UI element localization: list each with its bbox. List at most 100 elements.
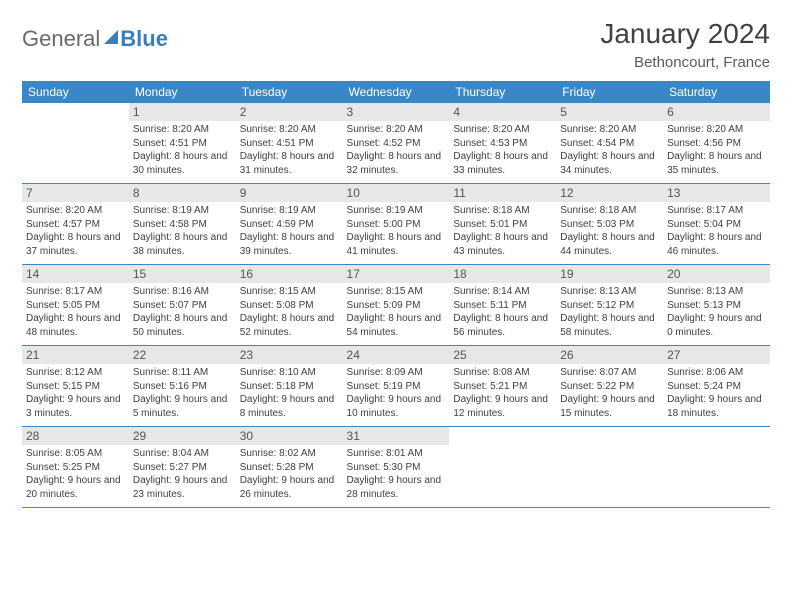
sunrise-text: Sunrise: 8:18 AM: [453, 204, 552, 218]
day-number: 31: [343, 427, 450, 445]
day-cell: 28 Sunrise: 8:05 AMSunset: 5:25 PMDayligh…: [22, 427, 129, 508]
daylight-text: Daylight: 9 hours and 20 minutes.: [26, 474, 125, 501]
triangle-icon: [104, 30, 118, 44]
daylight-text: Daylight: 9 hours and 12 minutes.: [453, 393, 552, 420]
sunset-text: Sunset: 4:56 PM: [667, 137, 766, 151]
day-details: Sunrise: 8:20 AMSunset: 4:52 PMDaylight:…: [347, 123, 446, 177]
month-title: January 2024: [600, 18, 770, 50]
logo-text-part1: General: [22, 26, 100, 52]
day-number: 28: [22, 427, 129, 445]
day-header: Wednesday: [343, 81, 450, 103]
day-details: Sunrise: 8:19 AMSunset: 4:59 PMDaylight:…: [240, 204, 339, 258]
daylight-text: Daylight: 8 hours and 56 minutes.: [453, 312, 552, 339]
sunset-text: Sunset: 5:30 PM: [347, 461, 446, 475]
sunrise-text: Sunrise: 8:10 AM: [240, 366, 339, 380]
daylight-text: Daylight: 8 hours and 31 minutes.: [240, 150, 339, 177]
sunrise-text: Sunrise: 8:05 AM: [26, 447, 125, 461]
day-number: 22: [129, 346, 236, 364]
sunrise-text: Sunrise: 8:04 AM: [133, 447, 232, 461]
day-cell: 18Sunrise: 8:14 AMSunset: 5:11 PMDayligh…: [449, 265, 556, 346]
sunrise-text: Sunrise: 8:20 AM: [453, 123, 552, 137]
day-details: Sunrise: 8:20 AMSunset: 4:56 PMDaylight:…: [667, 123, 766, 177]
day-details: Sunrise: 8:12 AMSunset: 5:15 PMDaylight:…: [26, 366, 125, 420]
sunset-text: Sunset: 5:24 PM: [667, 380, 766, 394]
sunset-text: Sunset: 5:28 PM: [240, 461, 339, 475]
day-details: Sunrise: 8:05 AMSunset: 5:25 PMDaylight:…: [26, 447, 125, 501]
day-cell: 27Sunrise: 8:06 AMSunset: 5:24 PMDayligh…: [663, 346, 770, 427]
sunrise-text: Sunrise: 8:19 AM: [347, 204, 446, 218]
day-details: Sunrise: 8:13 AMSunset: 5:12 PMDaylight:…: [560, 285, 659, 339]
day-cell: 5Sunrise: 8:20 AMSunset: 4:54 PMDaylight…: [556, 103, 663, 184]
day-number: 17: [343, 265, 450, 283]
sunset-text: Sunset: 5:22 PM: [560, 380, 659, 394]
title-block: January 2024 Bethoncourt, France: [600, 18, 770, 71]
day-cell: 3Sunrise: 8:20 AMSunset: 4:52 PMDaylight…: [343, 103, 450, 184]
day-details: Sunrise: 8:11 AMSunset: 5:16 PMDaylight:…: [133, 366, 232, 420]
sunset-text: Sunset: 4:57 PM: [26, 218, 125, 232]
daylight-text: Daylight: 9 hours and 8 minutes.: [240, 393, 339, 420]
day-number: 2: [236, 103, 343, 121]
sunset-text: Sunset: 5:07 PM: [133, 299, 232, 313]
calendar-body: 1 Sunrise: 8:20 AMSunset: 4:51 PMDaylight…: [22, 103, 770, 508]
day-details: Sunrise: 8:16 AMSunset: 5:07 PMDaylight:…: [133, 285, 232, 339]
sunrise-text: Sunrise: 8:14 AM: [453, 285, 552, 299]
day-number: 26: [556, 346, 663, 364]
logo: General Blue: [22, 18, 168, 52]
daylight-text: Daylight: 8 hours and 44 minutes.: [560, 231, 659, 258]
sunset-text: Sunset: 5:27 PM: [133, 461, 232, 475]
day-details: Sunrise: 8:13 AMSunset: 5:13 PMDaylight:…: [667, 285, 766, 339]
sunrise-text: Sunrise: 8:20 AM: [560, 123, 659, 137]
day-cell: 9Sunrise: 8:19 AMSunset: 4:59 PMDaylight…: [236, 184, 343, 265]
sunrise-text: Sunrise: 8:13 AM: [560, 285, 659, 299]
day-details: Sunrise: 8:17 AMSunset: 5:04 PMDaylight:…: [667, 204, 766, 258]
sunrise-text: Sunrise: 8:13 AM: [667, 285, 766, 299]
sunset-text: Sunset: 5:08 PM: [240, 299, 339, 313]
day-cell: 23Sunrise: 8:10 AMSunset: 5:18 PMDayligh…: [236, 346, 343, 427]
day-number: 1: [129, 103, 236, 121]
sunrise-text: Sunrise: 8:20 AM: [667, 123, 766, 137]
day-details: Sunrise: 8:20 AMSunset: 4:57 PMDaylight:…: [26, 204, 125, 258]
day-details: Sunrise: 8:17 AMSunset: 5:05 PMDaylight:…: [26, 285, 125, 339]
daylight-text: Daylight: 8 hours and 35 minutes.: [667, 150, 766, 177]
sunset-text: Sunset: 5:01 PM: [453, 218, 552, 232]
week-row: 1 Sunrise: 8:20 AMSunset: 4:51 PMDaylight…: [22, 103, 770, 184]
day-details: Sunrise: 8:07 AMSunset: 5:22 PMDaylight:…: [560, 366, 659, 420]
sunrise-text: Sunrise: 8:06 AM: [667, 366, 766, 380]
sunrise-text: Sunrise: 8:18 AM: [560, 204, 659, 218]
sunset-text: Sunset: 4:53 PM: [453, 137, 552, 151]
day-details: Sunrise: 8:15 AMSunset: 5:08 PMDaylight:…: [240, 285, 339, 339]
day-number: [22, 103, 129, 121]
daylight-text: Daylight: 8 hours and 43 minutes.: [453, 231, 552, 258]
day-details: Sunrise: 8:18 AMSunset: 5:03 PMDaylight:…: [560, 204, 659, 258]
daylight-text: Daylight: 8 hours and 37 minutes.: [26, 231, 125, 258]
day-cell: 29 Sunrise: 8:04 AMSunset: 5:27 PMDayligh…: [129, 427, 236, 508]
calendar-page: General Blue January 2024 Bethoncourt, F…: [0, 0, 792, 526]
day-number: 4: [449, 103, 556, 121]
day-details: Sunrise: 8:20 AMSunset: 4:53 PMDaylight:…: [453, 123, 552, 177]
sunrise-text: Sunrise: 8:20 AM: [26, 204, 125, 218]
day-cell: 4 Sunrise: 8:20 AMSunset: 4:53 PMDaylight…: [449, 103, 556, 184]
day-details: Sunrise: 8:08 AMSunset: 5:21 PMDaylight:…: [453, 366, 552, 420]
daylight-text: Daylight: 9 hours and 23 minutes.: [133, 474, 232, 501]
day-cell: 6Sunrise: 8:20 AMSunset: 4:56 PMDaylight…: [663, 103, 770, 184]
sunrise-text: Sunrise: 8:20 AM: [347, 123, 446, 137]
day-cell: 31Sunrise: 8:01 AMSunset: 5:30 PMDayligh…: [343, 427, 450, 508]
day-cell: 17Sunrise: 8:15 AMSunset: 5:09 PMDayligh…: [343, 265, 450, 346]
daylight-text: Daylight: 9 hours and 26 minutes.: [240, 474, 339, 501]
day-cell: 1 Sunrise: 8:20 AMSunset: 4:51 PMDaylight…: [129, 103, 236, 184]
day-number: 29: [129, 427, 236, 445]
day-cell: 10Sunrise: 8:19 AMSunset: 5:00 PMDayligh…: [343, 184, 450, 265]
day-header: Monday: [129, 81, 236, 103]
day-cell: [22, 103, 129, 184]
sunset-text: Sunset: 5:03 PM: [560, 218, 659, 232]
daylight-text: Daylight: 8 hours and 52 minutes.: [240, 312, 339, 339]
sunrise-text: Sunrise: 8:08 AM: [453, 366, 552, 380]
sunrise-text: Sunrise: 8:17 AM: [667, 204, 766, 218]
day-details: Sunrise: 8:20 AMSunset: 4:51 PMDaylight:…: [133, 123, 232, 177]
sunrise-text: Sunrise: 8:02 AM: [240, 447, 339, 461]
sunset-text: Sunset: 5:16 PM: [133, 380, 232, 394]
day-header: Saturday: [663, 81, 770, 103]
sunset-text: Sunset: 4:54 PM: [560, 137, 659, 151]
day-number: [449, 427, 556, 445]
day-details: Sunrise: 8:06 AMSunset: 5:24 PMDaylight:…: [667, 366, 766, 420]
